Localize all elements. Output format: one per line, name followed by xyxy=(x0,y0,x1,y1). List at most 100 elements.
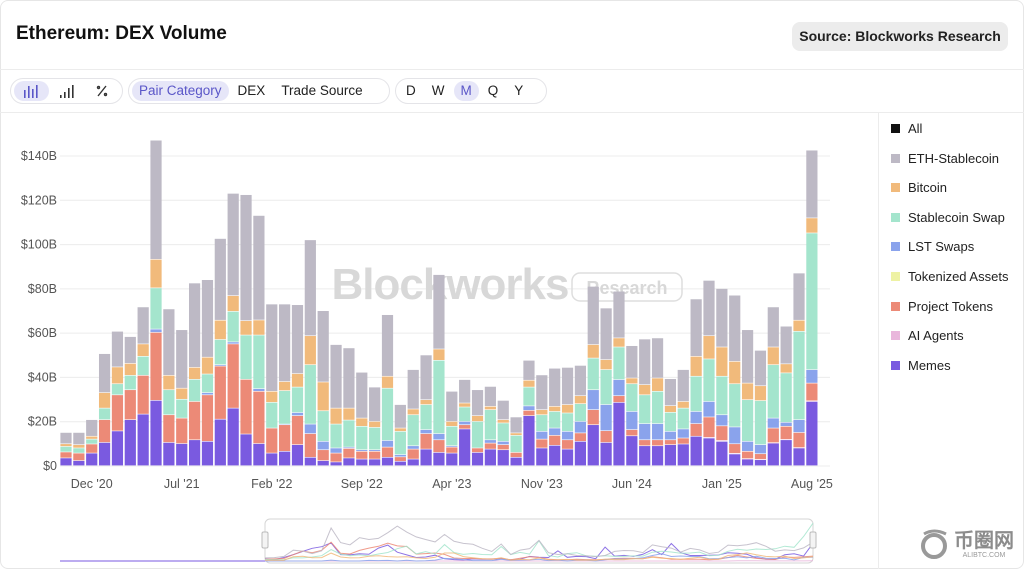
bar-segment-eth-stablecoin[interactable] xyxy=(549,368,561,407)
bar-segment-stablecoin-swap[interactable] xyxy=(484,409,496,440)
bar-segment-lst-swaps[interactable] xyxy=(626,411,638,430)
bar-segment-eth-stablecoin[interactable] xyxy=(729,295,741,362)
bar-segment-memes[interactable] xyxy=(471,452,484,466)
bar-segment-eth-stablecoin[interactable] xyxy=(523,360,535,380)
bar-segment-stablecoin-swap[interactable] xyxy=(163,390,175,415)
bar-segment-bitcoin[interactable] xyxy=(137,344,149,357)
bar-segment-project-tokens[interactable] xyxy=(279,425,291,452)
bar-segment-project-tokens[interactable] xyxy=(651,440,664,446)
period-q[interactable]: Q xyxy=(487,83,499,98)
bar-segment-bitcoin[interactable] xyxy=(741,383,754,400)
bar-segment-stablecoin-swap[interactable] xyxy=(651,391,664,424)
chart-type-grouped-bar[interactable] xyxy=(14,81,49,101)
bar-segment-stablecoin-swap[interactable] xyxy=(381,388,394,441)
bar-segment-memes[interactable] xyxy=(523,415,535,466)
bar-segment-project-tokens[interactable] xyxy=(664,440,677,445)
bar-segment-memes[interactable] xyxy=(459,429,471,466)
bar-2021-02[interactable] xyxy=(111,331,124,466)
bar-segment-project-tokens[interactable] xyxy=(793,432,805,448)
bar-segment-project-tokens[interactable] xyxy=(407,449,419,459)
bar-segment-memes[interactable] xyxy=(394,461,406,466)
bar-segment-bitcoin[interactable] xyxy=(639,384,651,395)
bar-segment-stablecoin-swap[interactable] xyxy=(73,448,85,453)
bar-segment-lst-swaps[interactable] xyxy=(381,440,394,447)
bar-segment-lst-swaps[interactable] xyxy=(497,441,509,445)
navigator-right-handle[interactable] xyxy=(809,531,817,549)
bar-segment-project-tokens[interactable] xyxy=(446,447,458,453)
bar-segment-bitcoin[interactable] xyxy=(536,409,548,415)
bar-segment-eth-stablecoin[interactable] xyxy=(574,365,586,396)
bar-segment-lst-swaps[interactable] xyxy=(780,422,792,426)
bar-segment-bitcoin[interactable] xyxy=(394,428,406,432)
bar-segment-project-tokens[interactable] xyxy=(150,332,162,401)
legend-item-bitcoin[interactable]: Bitcoin xyxy=(891,180,947,195)
bar-segment-project-tokens[interactable] xyxy=(98,419,111,443)
bar-segment-bitcoin[interactable] xyxy=(330,408,342,424)
bar-segment-memes[interactable] xyxy=(98,442,111,466)
bar-segment-memes[interactable] xyxy=(677,444,689,466)
bar-segment-eth-stablecoin[interactable] xyxy=(86,419,98,436)
bar-segment-stablecoin-swap[interactable] xyxy=(561,413,574,432)
bar-segment-project-tokens[interactable] xyxy=(291,415,304,445)
bar-segment-lst-swaps[interactable] xyxy=(690,411,702,424)
bar-segment-stablecoin-swap[interactable] xyxy=(471,421,484,448)
bar-segment-bitcoin[interactable] xyxy=(73,444,85,448)
bar-segment-project-tokens[interactable] xyxy=(497,444,509,450)
bar-segment-memes[interactable] xyxy=(780,440,792,466)
bar-segment-eth-stablecoin[interactable] xyxy=(459,379,471,403)
bar-segment-bitcoin[interactable] xyxy=(163,375,175,390)
bar-segment-stablecoin-swap[interactable] xyxy=(176,399,188,418)
bar-2023-05[interactable] xyxy=(459,379,471,466)
chart-type-percent[interactable] xyxy=(86,81,119,101)
bar-2023-01[interactable] xyxy=(407,369,419,466)
bar-segment-project-tokens[interactable] xyxy=(600,431,612,443)
bar-2020-12[interactable] xyxy=(86,419,98,466)
bar-segment-bitcoin[interactable] xyxy=(471,415,484,422)
bar-segment-project-tokens[interactable] xyxy=(471,448,484,453)
bar-segment-lst-swaps[interactable] xyxy=(317,441,329,450)
bar-segment-bitcoin[interactable] xyxy=(86,436,98,439)
bar-segment-project-tokens[interactable] xyxy=(369,451,381,459)
bar-segment-eth-stablecoin[interactable] xyxy=(471,390,484,416)
bar-segment-stablecoin-swap[interactable] xyxy=(407,415,419,446)
bar-segment-stablecoin-swap[interactable] xyxy=(690,376,702,412)
bar-segment-lst-swaps[interactable] xyxy=(150,329,162,333)
bar-segment-bitcoin[interactable] xyxy=(497,419,509,423)
bar-segment-lst-swaps[interactable] xyxy=(677,429,689,438)
bar-segment-memes[interactable] xyxy=(716,441,728,466)
bar-2023-02[interactable] xyxy=(420,355,432,466)
bar-segment-memes[interactable] xyxy=(741,459,754,466)
bar-segment-project-tokens[interactable] xyxy=(304,433,316,457)
bar-segment-project-tokens[interactable] xyxy=(356,451,368,459)
legend-item-tokenized-assets[interactable]: Tokenized Assets xyxy=(891,269,1008,284)
bar-segment-lst-swaps[interactable] xyxy=(703,401,715,417)
bar-segment-memes[interactable] xyxy=(137,414,149,466)
bar-segment-lst-swaps[interactable] xyxy=(587,390,599,410)
bar-segment-project-tokens[interactable] xyxy=(189,401,201,440)
bar-segment-memes[interactable] xyxy=(304,457,316,466)
bar-segment-eth-stablecoin[interactable] xyxy=(741,330,754,383)
bar-segment-bitcoin[interactable] xyxy=(189,367,201,380)
bar-segment-eth-stablecoin[interactable] xyxy=(677,369,689,402)
bar-segment-stablecoin-swap[interactable] xyxy=(253,335,265,389)
bar-segment-memes[interactable] xyxy=(626,436,638,466)
bar-segment-project-tokens[interactable] xyxy=(780,426,792,440)
bar-segment-project-tokens[interactable] xyxy=(163,415,175,443)
bar-segment-stablecoin-swap[interactable] xyxy=(446,426,458,446)
bar-segment-bitcoin[interactable] xyxy=(806,218,818,233)
bar-segment-stablecoin-swap[interactable] xyxy=(459,407,471,422)
bar-2024-12[interactable] xyxy=(703,280,715,466)
bar-segment-bitcoin[interactable] xyxy=(150,259,162,288)
bar-2022-01[interactable] xyxy=(253,215,265,466)
bar-segment-bitcoin[interactable] xyxy=(369,421,381,428)
period-m[interactable]: M xyxy=(453,81,479,101)
bar-segment-lst-swaps[interactable] xyxy=(793,419,805,433)
bar-segment-stablecoin-swap[interactable] xyxy=(754,400,767,445)
bar-segment-bitcoin[interactable] xyxy=(690,356,702,376)
bar-segment-eth-stablecoin[interactable] xyxy=(664,378,677,406)
bar-segment-eth-stablecoin[interactable] xyxy=(600,308,612,360)
bar-segment-bitcoin[interactable] xyxy=(561,404,574,413)
bar-2022-09[interactable] xyxy=(356,372,368,466)
bar-segment-bitcoin[interactable] xyxy=(626,378,638,384)
bar-segment-lst-swaps[interactable] xyxy=(806,369,818,383)
